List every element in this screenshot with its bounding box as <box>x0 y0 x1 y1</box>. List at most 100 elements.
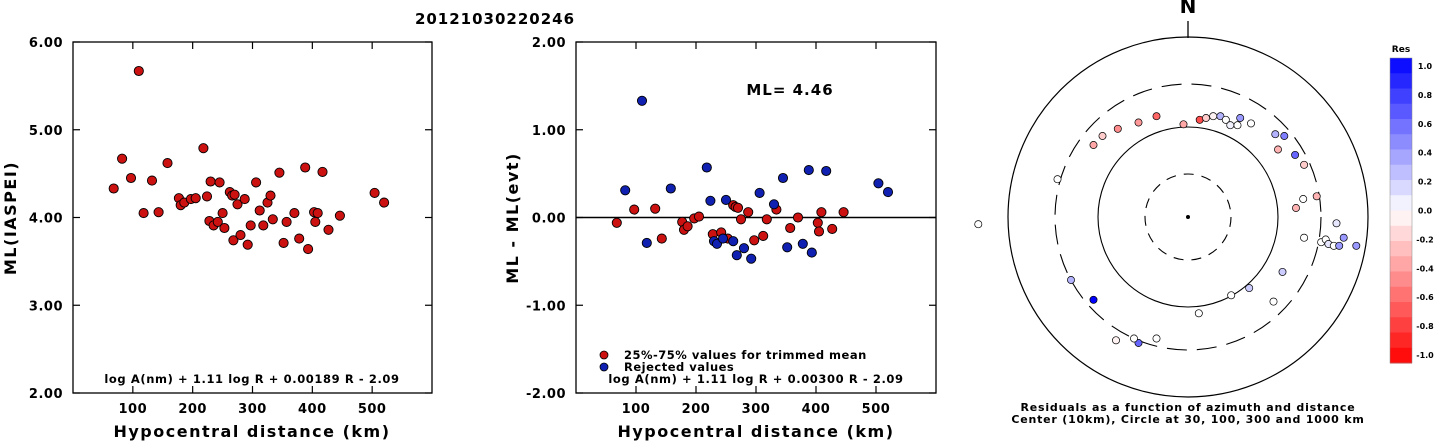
data-points <box>611 95 894 264</box>
data-point <box>665 183 676 194</box>
y-tick-label: 0.00 <box>532 212 566 227</box>
colorbar-cell <box>1390 286 1412 303</box>
data-point <box>133 65 144 77</box>
data-point <box>229 189 240 200</box>
residual-point <box>1194 309 1203 318</box>
data-point <box>303 244 314 255</box>
colorbar-cells <box>1389 57 1413 364</box>
data-point <box>323 224 334 235</box>
colorbar-cell <box>1390 164 1412 181</box>
residual-colorbar: Res 1.0 0.8 0.6 0.4 0.2 0.0 -0.2 -0.4 -0.6 -0.8 -1… <box>1389 45 1434 364</box>
x-tick-labels: 100 200 300 400 500 <box>622 42 890 417</box>
residual-point <box>1352 241 1361 250</box>
colorbar-ticks: 1.0 0.8 0.6 0.4 0.2 0.0 -0.2 -0.4 -0.6 -0.8 -1.0 <box>1416 62 1434 360</box>
y-tick-label: 5.00 <box>29 124 63 139</box>
ml-annotation: ML= 4.46 <box>746 81 833 99</box>
x-tick-label: 300 <box>742 402 771 417</box>
data-points <box>108 65 390 255</box>
legend-label-rejected: Rejected values <box>624 360 734 374</box>
data-point <box>239 194 250 205</box>
residual-point <box>1221 115 1230 124</box>
data-point <box>278 237 289 248</box>
colorbar-tick-label: 0.6 <box>1418 120 1433 129</box>
colorbar-tick-label: 0.2 <box>1418 178 1432 187</box>
residual-point <box>1339 233 1348 242</box>
data-point <box>138 208 149 219</box>
residual-point <box>1152 112 1161 121</box>
data-point <box>267 214 278 225</box>
residual-point <box>1233 121 1242 130</box>
data-point <box>310 216 321 227</box>
y-axis-label: ML - ML(evt) <box>503 152 522 284</box>
y-tick-labels: 2.00 3.00 4.00 5.00 6.00 <box>29 36 432 402</box>
data-point <box>232 199 243 210</box>
colorbar-tick-label: 0.8 <box>1418 91 1433 100</box>
data-point <box>217 208 228 219</box>
residual-point <box>1300 233 1309 242</box>
residual-point <box>1245 284 1254 293</box>
x-tick-label: 200 <box>178 402 207 417</box>
colorbar-cell <box>1390 195 1412 211</box>
colorbar-cell <box>1390 119 1412 135</box>
data-point <box>242 239 253 250</box>
residual-point <box>1236 114 1245 122</box>
data-point <box>812 217 823 228</box>
data-point <box>785 222 796 234</box>
residual-point <box>1227 291 1236 300</box>
data-point <box>190 193 201 204</box>
data-point <box>882 187 894 198</box>
residual-point <box>1291 150 1300 159</box>
x-tick-label: 400 <box>298 402 327 417</box>
data-point <box>754 187 765 198</box>
data-point <box>705 195 716 206</box>
residual-point <box>1271 130 1280 139</box>
data-point <box>214 177 225 188</box>
residual-point <box>1312 192 1321 201</box>
data-point <box>265 190 276 201</box>
residual-point <box>1089 141 1098 149</box>
data-point <box>728 236 739 247</box>
north-label: N <box>1180 0 1197 18</box>
colorbar-cell <box>1390 180 1412 196</box>
data-point <box>838 207 849 218</box>
data-point <box>629 204 640 215</box>
colorbar-tick-label: -0.8 <box>1416 322 1434 331</box>
data-point <box>201 191 213 202</box>
x-axis-label: Hypocentral distance (km) <box>113 422 390 441</box>
data-point <box>153 207 164 218</box>
data-point <box>312 208 323 219</box>
data-point <box>650 203 661 214</box>
data-point <box>701 162 712 173</box>
residual-point <box>1089 295 1098 304</box>
data-point <box>735 214 747 225</box>
colorbar-frame <box>1389 57 1413 364</box>
residual-point <box>1332 219 1341 228</box>
x-tick-label: 500 <box>358 402 387 417</box>
y-tick-label: -2.00 <box>526 387 566 402</box>
data-point <box>294 233 305 244</box>
colorbar-cell <box>1390 149 1412 166</box>
colorbar-tick-label: -1.0 <box>1416 351 1434 360</box>
residual-point <box>1098 132 1107 140</box>
data-point <box>813 226 825 237</box>
residual-point <box>1130 334 1138 343</box>
y-tick-label: 2.00 <box>29 387 63 402</box>
data-point <box>258 220 269 231</box>
residual-point <box>1179 120 1188 129</box>
data-point <box>198 143 209 154</box>
data-point <box>746 253 757 264</box>
residual-point <box>1226 121 1235 130</box>
residual-point <box>1299 195 1308 203</box>
data-point <box>636 95 648 106</box>
y-tick-label: 3.00 <box>29 299 63 314</box>
residual-point <box>1067 276 1075 284</box>
formula-label: log A(nm) + 1.11 log R + 0.00300 R - 2.0… <box>608 372 903 386</box>
data-point <box>717 233 729 244</box>
x-tick-label: 400 <box>802 402 831 417</box>
residual-point <box>1292 204 1300 212</box>
colorbar-cell <box>1390 88 1412 105</box>
residual-point <box>974 220 983 229</box>
data-point <box>731 250 742 261</box>
x-tick-label: 100 <box>119 402 148 417</box>
residual-point <box>1247 119 1255 128</box>
